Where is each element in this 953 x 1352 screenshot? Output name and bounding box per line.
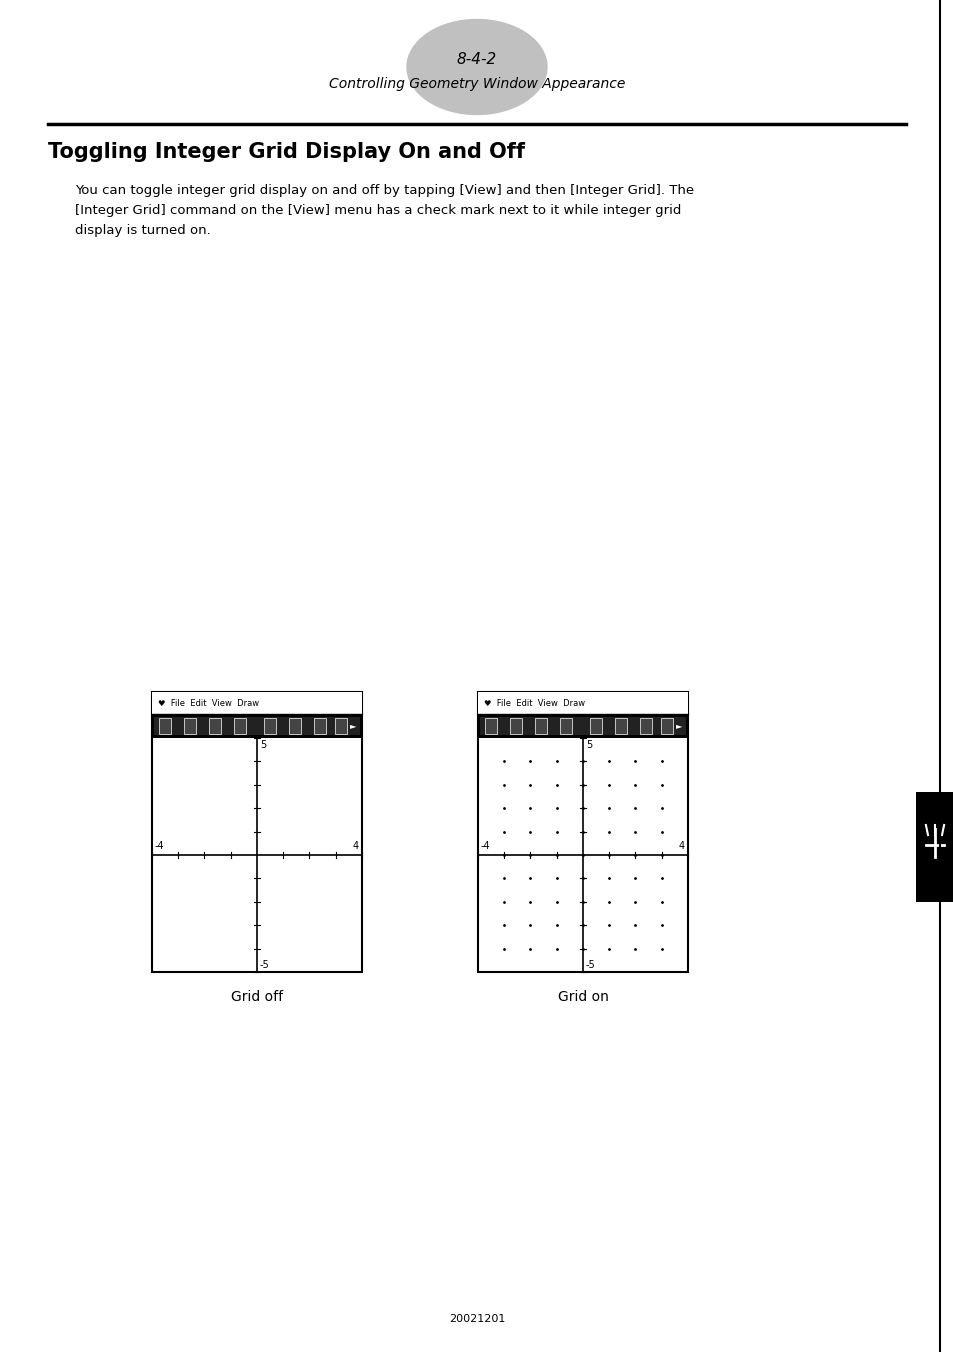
Text: ►: ► bbox=[349, 722, 355, 730]
Text: ♥  File  Edit  View  Draw: ♥ File Edit View Draw bbox=[158, 699, 259, 707]
Text: 4: 4 bbox=[353, 841, 358, 850]
Bar bbox=[535, 718, 546, 734]
Text: 5: 5 bbox=[585, 740, 592, 750]
Text: [Integer Grid] command on the [View] menu has a check mark next to it while inte: [Integer Grid] command on the [View] men… bbox=[75, 204, 680, 218]
Bar bbox=[152, 692, 361, 972]
Text: -5: -5 bbox=[585, 960, 595, 969]
Bar bbox=[477, 692, 687, 972]
Bar bbox=[589, 718, 601, 734]
Bar bbox=[559, 718, 572, 734]
Ellipse shape bbox=[407, 19, 546, 115]
Bar bbox=[263, 718, 275, 734]
Bar bbox=[314, 718, 326, 734]
Bar bbox=[477, 692, 687, 714]
Bar bbox=[233, 718, 246, 734]
Bar bbox=[639, 718, 651, 734]
Bar bbox=[152, 714, 361, 738]
Bar bbox=[484, 718, 497, 734]
Bar bbox=[477, 714, 687, 738]
Bar bbox=[209, 718, 221, 734]
Bar bbox=[152, 692, 361, 714]
Text: 4: 4 bbox=[679, 841, 684, 850]
Text: display is turned on.: display is turned on. bbox=[75, 224, 211, 237]
Text: 8-4-2: 8-4-2 bbox=[456, 53, 497, 68]
Bar bbox=[158, 718, 171, 734]
Text: -4: -4 bbox=[154, 841, 165, 850]
Bar bbox=[153, 717, 359, 735]
Text: -5: -5 bbox=[260, 960, 270, 969]
Text: Grid on: Grid on bbox=[557, 990, 608, 1005]
Bar bbox=[289, 718, 300, 734]
Bar bbox=[335, 718, 347, 734]
Text: ►: ► bbox=[675, 722, 681, 730]
Bar bbox=[614, 718, 626, 734]
Text: Grid off: Grid off bbox=[231, 990, 283, 1005]
Bar bbox=[915, 792, 953, 902]
Text: 20021201: 20021201 bbox=[448, 1314, 505, 1324]
Bar bbox=[184, 718, 195, 734]
Text: ♥  File  Edit  View  Draw: ♥ File Edit View Draw bbox=[483, 699, 584, 707]
Text: Toggling Integer Grid Display On and Off: Toggling Integer Grid Display On and Off bbox=[48, 142, 524, 162]
Text: Controlling Geometry Window Appearance: Controlling Geometry Window Appearance bbox=[329, 77, 624, 91]
Text: 5: 5 bbox=[260, 740, 266, 750]
Bar bbox=[509, 718, 521, 734]
Bar bbox=[479, 717, 685, 735]
Text: -4: -4 bbox=[480, 841, 490, 850]
Text: You can toggle integer grid display on and off by tapping [View] and then [Integ: You can toggle integer grid display on a… bbox=[75, 184, 694, 197]
Bar bbox=[660, 718, 672, 734]
